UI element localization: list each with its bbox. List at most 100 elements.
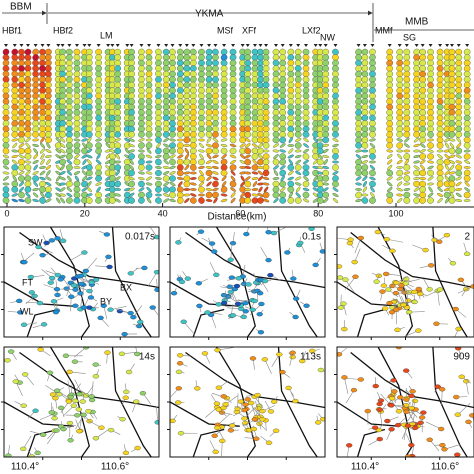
- glyph: [183, 103, 191, 111]
- glyph: [355, 98, 362, 105]
- glyph: [220, 169, 228, 177]
- glyph: [39, 253, 46, 258]
- glyph: [322, 109, 329, 116]
- glyph: [155, 186, 162, 193]
- glyph: [32, 125, 39, 133]
- glyph: [332, 193, 339, 197]
- glyph: [463, 65, 471, 72]
- glyph: [66, 187, 73, 192]
- glyph: [183, 171, 191, 175]
- glyph: [244, 147, 252, 155]
- glyph: [279, 65, 286, 72]
- glyph: [24, 153, 32, 160]
- glyph: [73, 138, 81, 142]
- glyph: [371, 425, 379, 430]
- glyph: [109, 48, 116, 56]
- glyph: [215, 407, 222, 412]
- glyph: [145, 125, 153, 133]
- glyph: [469, 413, 474, 418]
- glyph: [71, 359, 79, 364]
- station: [387, 44, 392, 47]
- glyph: [386, 187, 393, 192]
- glyph: [317, 54, 324, 61]
- glyph: [287, 103, 295, 111]
- glyph: [455, 160, 462, 164]
- site-label: BY: [100, 296, 112, 306]
- glyph: [220, 147, 228, 155]
- glyph: [351, 259, 358, 265]
- glyph: [397, 153, 403, 160]
- glyph: [396, 187, 403, 192]
- glyph: [251, 131, 259, 138]
- glyph: [370, 186, 375, 193]
- glyph: [37, 347, 44, 352]
- glyph: [138, 142, 145, 149]
- glyph: [332, 92, 339, 100]
- glyph: [387, 181, 393, 187]
- glyph: [20, 322, 28, 327]
- glyph: [249, 356, 257, 361]
- glyph: [396, 149, 404, 153]
- panel-bg: [170, 347, 325, 457]
- glyph: [175, 369, 183, 375]
- glyph: [109, 153, 116, 160]
- glyph: [11, 169, 19, 177]
- glyph: [463, 379, 470, 384]
- lon-label: 110.6°: [101, 462, 129, 473]
- glyph: [438, 426, 445, 432]
- glyph: [463, 149, 471, 153]
- station: [280, 44, 285, 47]
- glyph: [420, 410, 427, 415]
- glyph: [109, 109, 116, 116]
- glyph: [293, 296, 300, 301]
- glyph: [86, 114, 93, 122]
- glyph: [396, 193, 404, 197]
- station: [240, 44, 245, 47]
- glyph: [251, 417, 258, 422]
- glyph: [352, 274, 359, 279]
- glyph: [396, 176, 403, 181]
- glyph: [322, 76, 330, 83]
- glyph: [25, 142, 31, 149]
- glyph: [257, 81, 264, 89]
- glyph: [59, 109, 66, 116]
- glyph: [177, 81, 184, 89]
- glyph: [272, 177, 280, 180]
- glyph: [145, 92, 153, 100]
- glyph: [32, 192, 39, 198]
- glyph: [427, 169, 434, 177]
- glyph: [244, 397, 251, 402]
- arrow: [379, 409, 383, 424]
- glyph: [369, 197, 376, 204]
- station: [87, 44, 92, 47]
- glyph: [454, 412, 461, 417]
- glyph: [81, 250, 88, 255]
- arrow: [15, 381, 23, 397]
- glyph: [17, 310, 24, 315]
- glyph: [262, 142, 270, 149]
- glyph: [419, 65, 426, 72]
- glyph: [155, 59, 162, 67]
- glyph: [206, 153, 212, 160]
- glyph: [4, 358, 11, 363]
- glyph: [362, 181, 367, 187]
- glyph: [86, 148, 93, 154]
- glyph: [427, 182, 434, 186]
- glyph: [205, 199, 213, 202]
- glyph: [39, 98, 46, 105]
- glyph: [244, 188, 252, 191]
- glyph: [272, 70, 280, 78]
- glyph: [405, 298, 412, 303]
- glyph: [183, 193, 191, 197]
- arrow: [85, 257, 98, 272]
- arrow: [345, 389, 355, 404]
- glyph: [213, 401, 221, 406]
- glyph: [67, 394, 74, 400]
- glyph: [242, 309, 249, 314]
- glyph: [56, 175, 61, 182]
- glyph: [2, 197, 10, 204]
- glyph: [413, 65, 420, 72]
- glyph: [361, 193, 369, 197]
- glyph: [86, 193, 93, 197]
- glyph: [257, 76, 264, 83]
